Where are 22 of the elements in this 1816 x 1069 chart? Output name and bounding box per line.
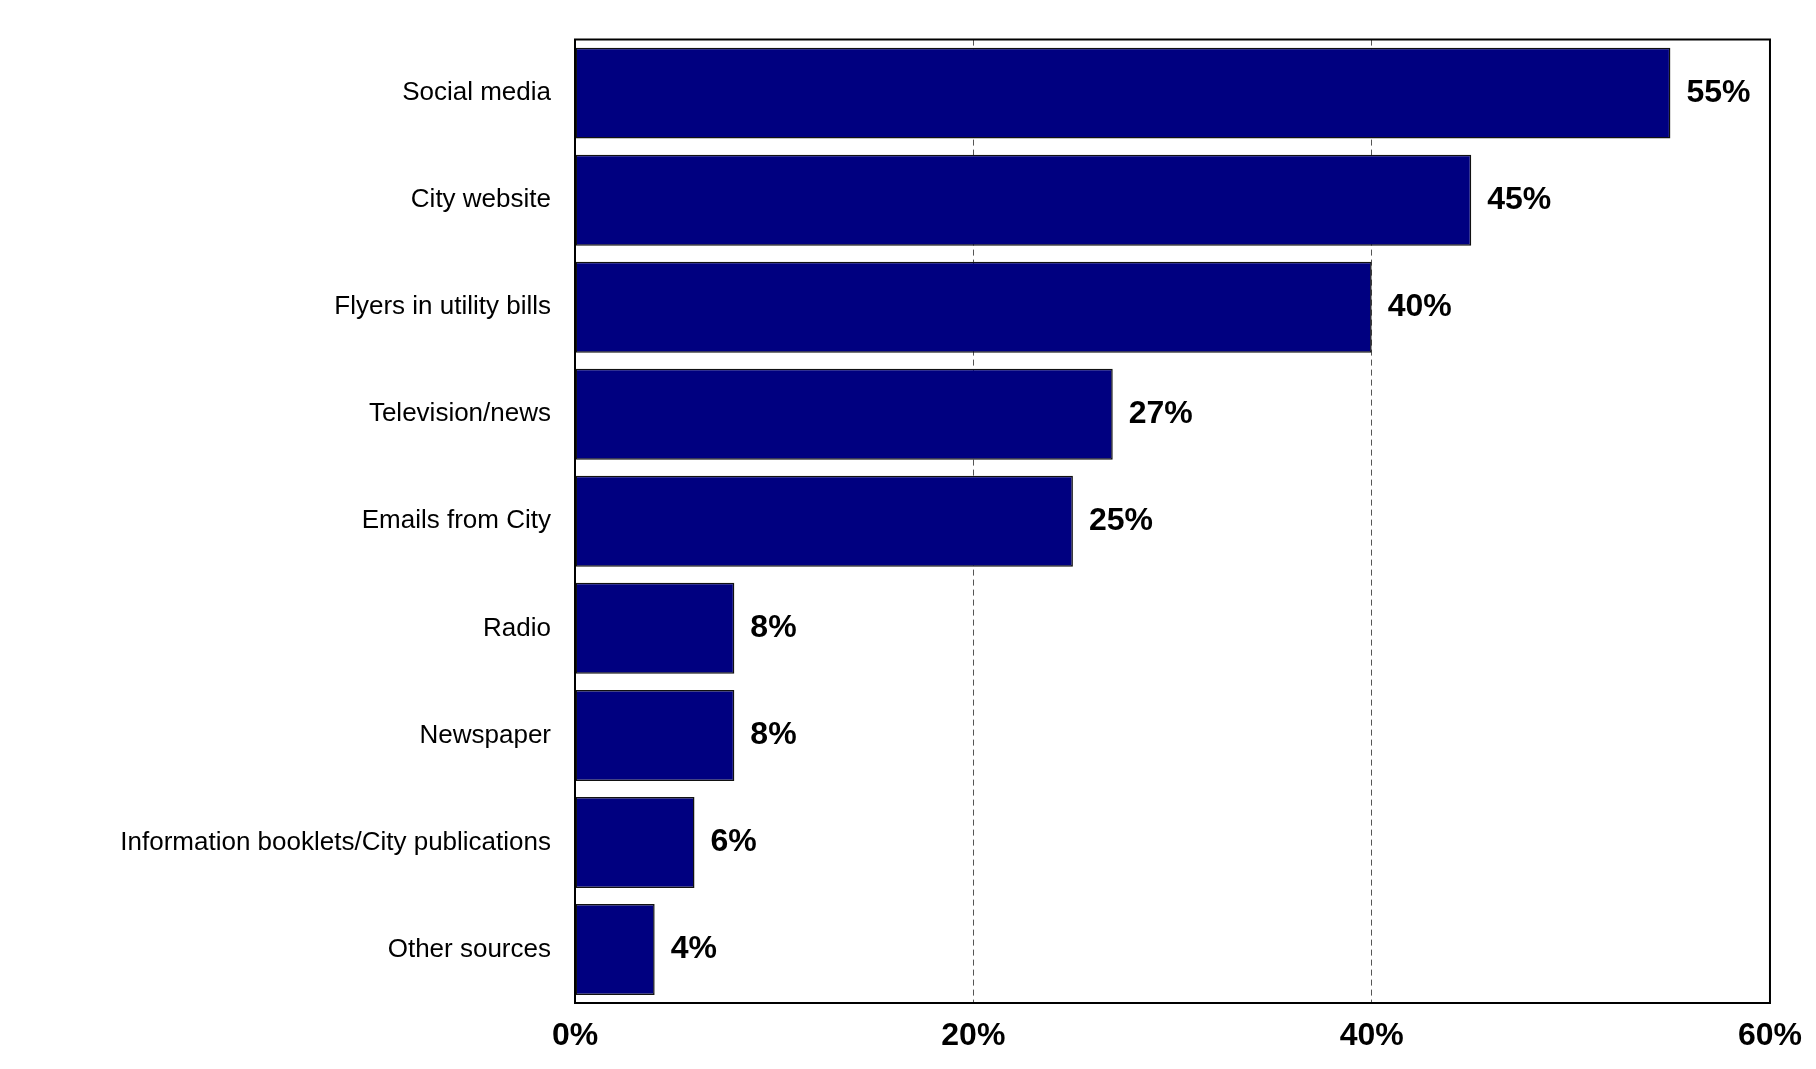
y-tick-label: Other sources [387, 932, 551, 963]
x-tick-label: 40% [1339, 1016, 1404, 1053]
data-label: 27% [1128, 394, 1193, 431]
y-tick-label: Emails from City [361, 504, 551, 535]
data-label: 25% [1088, 501, 1153, 538]
data-label: 8% [750, 715, 797, 752]
y-tick-label: Flyers in utility bills [334, 290, 551, 321]
data-label: 55% [1686, 72, 1751, 109]
y-tick-label: Television/news [368, 397, 551, 428]
x-tick-label: 0% [551, 1016, 599, 1053]
data-label: 8% [750, 608, 797, 645]
data-label: 6% [710, 822, 757, 859]
data-label: 4% [670, 929, 717, 966]
y-tick-label: Radio [483, 611, 551, 642]
x-tick-label: 20% [941, 1016, 1006, 1053]
x-tick-label: 60% [1737, 1016, 1802, 1053]
y-tick-label: Information booklets/City publications [120, 825, 551, 856]
y-tick-label: City website [410, 183, 551, 214]
y-tick-label: Newspaper [419, 718, 552, 749]
y-tick-label: Social media [402, 76, 552, 107]
data-label: 40% [1387, 287, 1452, 324]
data-label: 45% [1487, 179, 1552, 216]
